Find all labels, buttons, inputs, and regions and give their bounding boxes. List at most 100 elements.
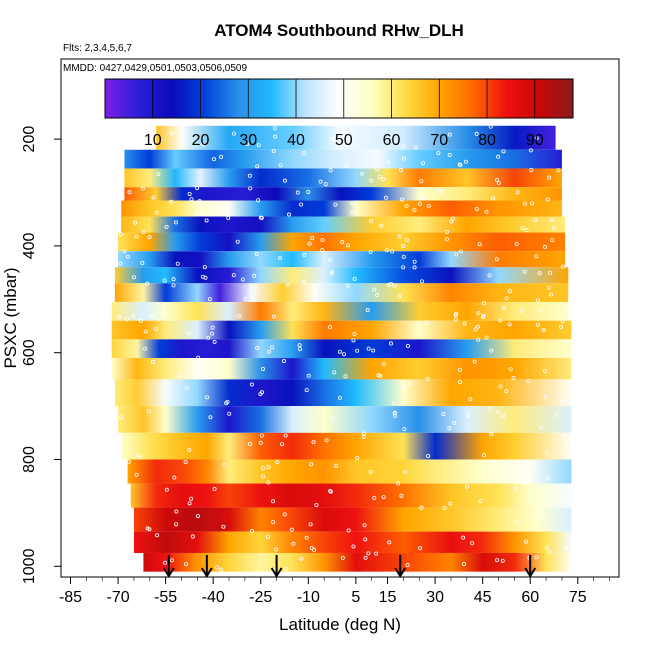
observation-point bbox=[519, 308, 524, 313]
observation-point bbox=[544, 545, 549, 550]
observation-point bbox=[302, 280, 307, 285]
observation-point bbox=[392, 283, 397, 288]
observation-point bbox=[381, 495, 386, 500]
observation-point bbox=[162, 278, 167, 283]
observation-point bbox=[328, 325, 333, 330]
heatmap-layer bbox=[121, 216, 566, 233]
x-axis: -85 -70 -55 -40 -25 -10 5 15 30 45 60 75 bbox=[59, 576, 619, 606]
observation-point bbox=[299, 202, 304, 207]
observation-point bbox=[169, 199, 174, 204]
observation-point bbox=[391, 139, 396, 144]
observation-point bbox=[475, 324, 480, 329]
observation-point bbox=[260, 367, 265, 372]
observation-point bbox=[426, 453, 431, 458]
observation-point bbox=[184, 386, 189, 391]
observation-point bbox=[419, 179, 424, 184]
observation-point bbox=[445, 229, 450, 234]
observation-point bbox=[375, 293, 380, 298]
observation-point bbox=[346, 528, 351, 533]
observation-point bbox=[401, 244, 406, 249]
observation-point bbox=[143, 346, 148, 351]
observation-point bbox=[473, 327, 478, 332]
observation-point bbox=[376, 373, 381, 378]
observation-point bbox=[405, 563, 410, 568]
observation-point bbox=[366, 346, 371, 351]
observation-point bbox=[145, 526, 150, 531]
observation-point bbox=[352, 276, 357, 281]
heatmap-layer bbox=[118, 406, 572, 433]
observation-point bbox=[281, 358, 286, 363]
observation-point bbox=[267, 349, 272, 354]
observation-point bbox=[548, 292, 553, 297]
observation-point bbox=[355, 456, 360, 461]
observation-point bbox=[534, 555, 539, 560]
observation-point bbox=[464, 484, 469, 489]
observation-point bbox=[187, 331, 192, 336]
observation-point bbox=[520, 225, 525, 230]
observation-point bbox=[243, 297, 248, 302]
observation-point bbox=[286, 282, 291, 287]
x-tick-label: 45 bbox=[474, 589, 492, 606]
observation-point bbox=[291, 541, 296, 546]
heatmap-layer bbox=[133, 507, 572, 532]
observation-point bbox=[195, 211, 200, 216]
observation-point bbox=[258, 215, 263, 220]
observation-point bbox=[454, 252, 459, 257]
observation-point bbox=[504, 389, 509, 394]
observation-point bbox=[227, 411, 232, 416]
observation-point bbox=[134, 472, 139, 477]
observation-point bbox=[439, 189, 444, 194]
observation-point bbox=[392, 413, 397, 418]
observation-point bbox=[141, 229, 146, 234]
profile-arrow-head bbox=[394, 567, 407, 578]
observation-point bbox=[495, 177, 500, 182]
observation-point bbox=[421, 161, 426, 166]
observation-point bbox=[538, 308, 543, 313]
observation-point bbox=[490, 462, 495, 467]
observation-point bbox=[413, 145, 418, 150]
observation-point bbox=[419, 505, 424, 510]
heatmap-layer bbox=[111, 339, 572, 359]
observation-point bbox=[147, 235, 152, 240]
observation-point bbox=[482, 453, 487, 458]
observation-point bbox=[207, 297, 212, 302]
observation-point bbox=[171, 283, 176, 288]
observation-point bbox=[282, 178, 287, 183]
observation-point bbox=[548, 270, 553, 275]
observation-point bbox=[399, 493, 404, 498]
observation-point bbox=[522, 269, 527, 274]
observation-point bbox=[377, 175, 382, 180]
observation-point bbox=[278, 163, 283, 168]
observation-point bbox=[372, 496, 377, 501]
observation-point bbox=[306, 189, 311, 194]
observation-point bbox=[271, 149, 276, 154]
observation-point bbox=[202, 265, 207, 270]
observation-point bbox=[474, 206, 479, 211]
observation-point bbox=[133, 220, 138, 225]
observation-point bbox=[496, 154, 501, 159]
observation-point bbox=[154, 210, 159, 215]
observation-point bbox=[155, 533, 160, 538]
observation-point bbox=[539, 510, 544, 515]
observation-point bbox=[390, 249, 395, 254]
observation-point bbox=[164, 224, 169, 229]
observation-point bbox=[468, 397, 473, 402]
observation-point bbox=[247, 173, 252, 178]
colorbar-tick-label: 50 bbox=[335, 132, 353, 149]
observation-point bbox=[392, 411, 397, 416]
heatmap-layer bbox=[111, 320, 572, 340]
heatmap-layer bbox=[124, 187, 562, 201]
observation-point bbox=[270, 345, 275, 350]
observation-point bbox=[175, 261, 180, 266]
observation-point bbox=[401, 254, 406, 259]
observation-point bbox=[332, 370, 337, 375]
observation-point bbox=[219, 567, 224, 572]
observation-point bbox=[448, 501, 453, 506]
observation-point bbox=[237, 314, 242, 319]
observation-point bbox=[169, 131, 174, 136]
observation-point bbox=[138, 318, 143, 323]
flight-profile-arrows bbox=[162, 555, 537, 578]
observation-point bbox=[265, 534, 270, 539]
observation-point bbox=[298, 347, 303, 352]
observation-point bbox=[200, 274, 205, 279]
